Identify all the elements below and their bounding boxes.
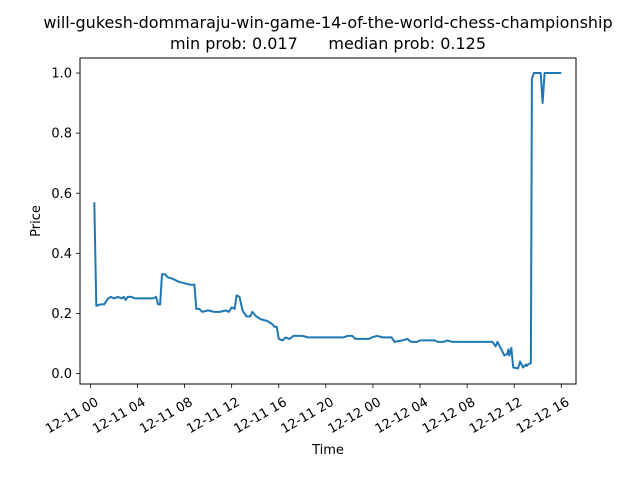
- chart-subtitle: min prob: 0.017 median prob: 0.125: [170, 34, 486, 53]
- y-tick-label: 0.8: [51, 127, 72, 142]
- y-tick-label: 0.4: [51, 247, 72, 262]
- chart-title: will-gukesh-dommaraju-win-game-14-of-the…: [43, 13, 612, 32]
- y-axis-label: Price: [29, 205, 44, 237]
- y-tick-label: 0.0: [51, 367, 72, 382]
- y-tick-label: 1.0: [51, 67, 72, 82]
- x-axis-label: Time: [311, 443, 344, 458]
- y-axis-ticks: 0.0 0.2 0.4 0.6 0.8 1.0: [51, 67, 80, 382]
- y-tick-label: 0.2: [51, 307, 72, 322]
- price-series-line: [93, 72, 562, 370]
- plot-frame: [79, 57, 577, 385]
- y-tick-label: 0.6: [51, 187, 72, 202]
